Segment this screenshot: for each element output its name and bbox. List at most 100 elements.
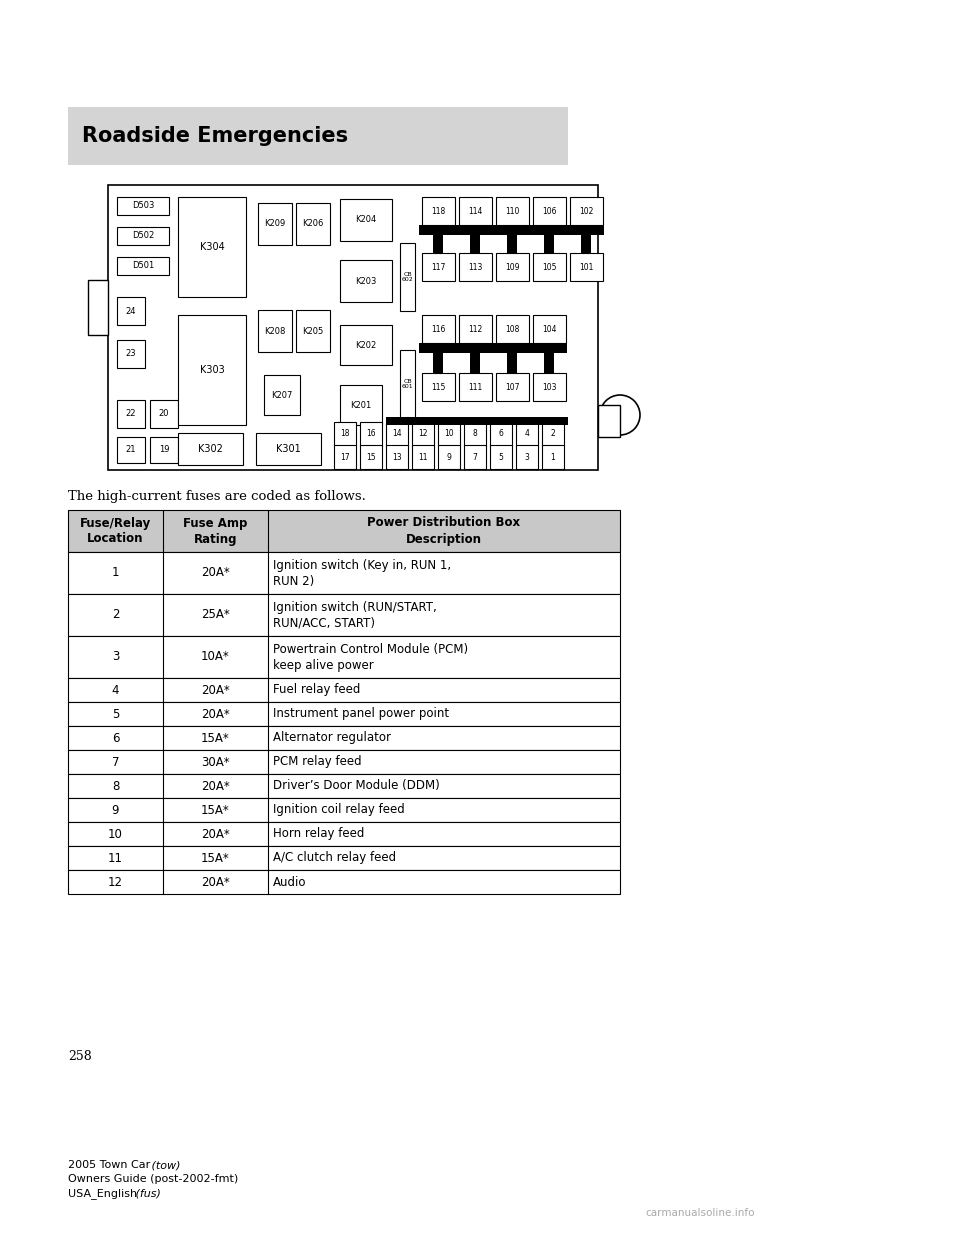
- Text: D503: D503: [132, 201, 155, 210]
- Bar: [334, 445, 356, 469]
- Bar: [459, 253, 492, 281]
- Text: carmanualsoline.info: carmanualsoline.info: [645, 1208, 755, 1218]
- Text: 3: 3: [524, 452, 529, 462]
- Bar: [464, 445, 486, 469]
- Text: 104: 104: [542, 324, 557, 334]
- Bar: [68, 846, 620, 869]
- Bar: [360, 445, 382, 469]
- Text: 5: 5: [498, 452, 503, 462]
- Bar: [340, 199, 392, 241]
- Text: 30A*: 30A*: [202, 755, 229, 769]
- Bar: [544, 353, 554, 373]
- Text: Owners Guide (post-2002-fmt): Owners Guide (post-2002-fmt): [68, 1174, 238, 1184]
- Text: K209: K209: [264, 220, 286, 229]
- Bar: [507, 225, 517, 237]
- Text: 7: 7: [472, 452, 477, 462]
- Text: Instrument panel power point: Instrument panel power point: [273, 708, 449, 720]
- Text: 25A*: 25A*: [202, 609, 229, 621]
- Text: 101: 101: [579, 262, 593, 272]
- Text: 15: 15: [366, 452, 375, 462]
- Text: 11: 11: [419, 452, 428, 462]
- Bar: [419, 343, 567, 353]
- Text: 16: 16: [366, 430, 375, 438]
- Bar: [542, 445, 564, 469]
- Bar: [412, 445, 434, 469]
- Bar: [581, 225, 591, 237]
- Bar: [178, 197, 246, 297]
- Text: PCM relay feed: PCM relay feed: [273, 755, 362, 769]
- Bar: [117, 400, 145, 428]
- Bar: [117, 340, 145, 368]
- Text: 24: 24: [126, 307, 136, 315]
- Text: Powertrain Control Module (PCM)
keep alive power: Powertrain Control Module (PCM) keep ali…: [273, 642, 468, 672]
- Text: K303: K303: [200, 365, 225, 375]
- Text: The high-current fuses are coded as follows.: The high-current fuses are coded as foll…: [68, 491, 366, 503]
- Text: 2: 2: [111, 609, 119, 621]
- Text: 105: 105: [542, 262, 557, 272]
- Text: 15A*: 15A*: [202, 732, 229, 744]
- Text: 2: 2: [551, 430, 556, 438]
- Text: 113: 113: [468, 262, 483, 272]
- Text: K205: K205: [302, 327, 324, 335]
- Bar: [496, 253, 529, 281]
- Text: 110: 110: [505, 206, 519, 216]
- Text: K202: K202: [355, 340, 376, 349]
- Bar: [464, 422, 486, 446]
- Bar: [490, 445, 512, 469]
- Text: K207: K207: [272, 390, 293, 400]
- Text: 9: 9: [111, 804, 119, 816]
- Bar: [544, 225, 554, 237]
- Text: 10: 10: [108, 827, 123, 841]
- Text: 10A*: 10A*: [202, 651, 229, 663]
- Text: USA_English: USA_English: [68, 1189, 137, 1199]
- Text: 17: 17: [340, 452, 349, 462]
- Bar: [334, 422, 356, 446]
- Bar: [68, 551, 620, 594]
- Text: 108: 108: [505, 324, 519, 334]
- Bar: [516, 422, 538, 446]
- Bar: [296, 310, 330, 351]
- Bar: [386, 417, 568, 425]
- Bar: [117, 227, 169, 245]
- Bar: [422, 197, 455, 225]
- Bar: [360, 422, 382, 446]
- Bar: [542, 422, 564, 446]
- Text: 15A*: 15A*: [202, 804, 229, 816]
- Text: CB
602: CB 602: [401, 272, 414, 282]
- Text: 111: 111: [468, 383, 483, 391]
- Text: K201: K201: [350, 400, 372, 410]
- Text: 12: 12: [108, 876, 123, 888]
- Bar: [470, 353, 480, 373]
- Bar: [150, 400, 178, 428]
- Text: 23: 23: [126, 349, 136, 359]
- Bar: [68, 799, 620, 822]
- Bar: [459, 373, 492, 401]
- Bar: [598, 405, 620, 437]
- Text: Horn relay feed: Horn relay feed: [273, 827, 365, 841]
- Bar: [386, 445, 408, 469]
- Circle shape: [600, 395, 640, 435]
- Text: 14: 14: [393, 430, 402, 438]
- Text: 22: 22: [126, 410, 136, 419]
- Bar: [544, 343, 554, 355]
- Bar: [419, 225, 604, 235]
- Text: 1: 1: [551, 452, 556, 462]
- Bar: [433, 225, 443, 237]
- Bar: [422, 253, 455, 281]
- Bar: [68, 594, 620, 636]
- Bar: [507, 235, 517, 253]
- Text: 20A*: 20A*: [202, 827, 229, 841]
- Text: 9: 9: [446, 452, 451, 462]
- Bar: [570, 197, 603, 225]
- Text: 13: 13: [393, 452, 402, 462]
- Bar: [470, 235, 480, 253]
- Bar: [533, 315, 566, 343]
- Bar: [516, 445, 538, 469]
- Bar: [258, 310, 292, 351]
- Text: K204: K204: [355, 216, 376, 225]
- Bar: [68, 750, 620, 774]
- Bar: [422, 315, 455, 343]
- Bar: [544, 235, 554, 253]
- Bar: [68, 869, 620, 894]
- Text: (tow): (tow): [148, 1160, 180, 1170]
